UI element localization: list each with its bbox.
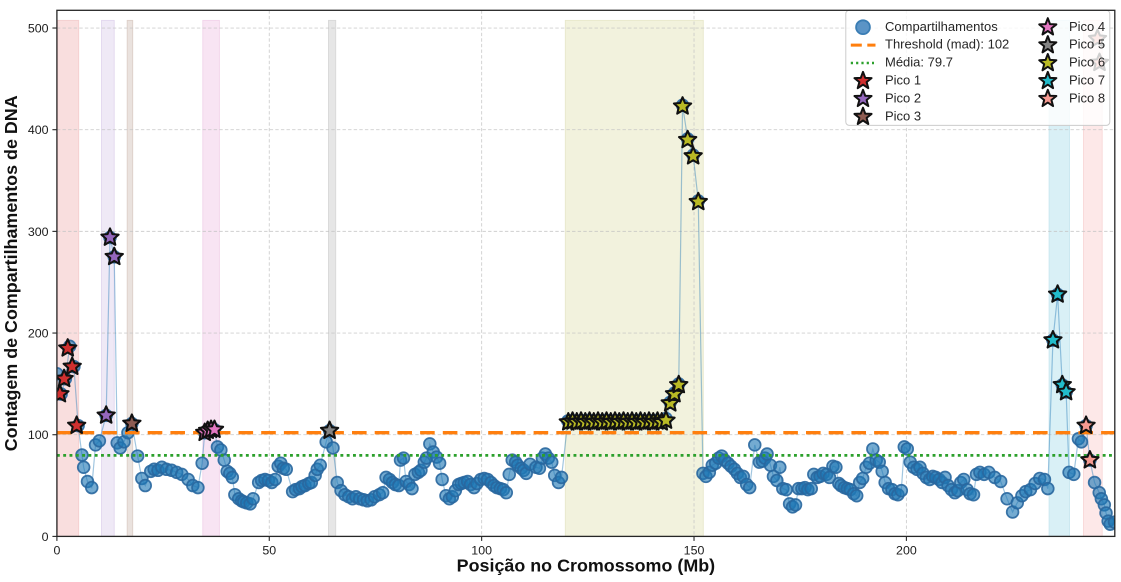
svg-text:200: 200: [28, 326, 49, 340]
svg-text:300: 300: [28, 225, 49, 239]
svg-text:Pico 2: Pico 2: [885, 90, 921, 105]
svg-text:Pico 1: Pico 1: [885, 73, 921, 88]
svg-text:0: 0: [42, 530, 49, 544]
svg-text:Pico 8: Pico 8: [1069, 90, 1105, 105]
svg-text:Compartilhamentos: Compartilhamentos: [885, 19, 998, 34]
svg-text:0: 0: [53, 544, 60, 558]
svg-text:Pico 4: Pico 4: [1069, 19, 1105, 34]
svg-text:500: 500: [28, 21, 49, 35]
svg-text:150: 150: [684, 544, 705, 558]
svg-text:50: 50: [262, 544, 276, 558]
svg-text:Pico 7: Pico 7: [1069, 73, 1105, 88]
svg-text:100: 100: [28, 428, 49, 442]
svg-text:200: 200: [896, 544, 917, 558]
svg-text:400: 400: [28, 123, 49, 137]
svg-text:Média: 79.7: Média: 79.7: [885, 55, 953, 70]
svg-text:Pico 3: Pico 3: [885, 108, 921, 123]
svg-text:Threshold (mad): 102: Threshold (mad): 102: [885, 37, 1009, 52]
svg-text:Contagem de Compartilhamentos: Contagem de Compartilhamentos de DNA: [1, 95, 21, 451]
svg-text:Pico 5: Pico 5: [1069, 37, 1105, 52]
svg-text:Posição no Cromossomo (Mb): Posição no Cromossomo (Mb): [457, 556, 715, 576]
svg-text:Pico 6: Pico 6: [1069, 55, 1105, 70]
svg-text:100: 100: [471, 544, 492, 558]
